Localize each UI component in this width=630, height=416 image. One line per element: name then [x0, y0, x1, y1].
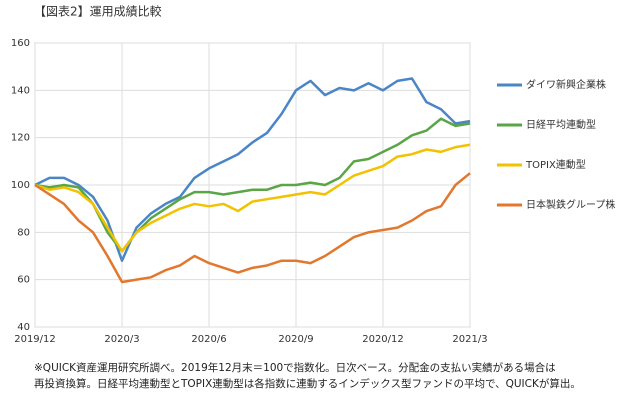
- y-tick-label: 140: [11, 85, 30, 96]
- legend-label: 日本製鉄グループ株: [526, 198, 615, 211]
- legend-label: TOPIX連動型: [525, 158, 586, 171]
- series-line: [34, 143, 471, 253]
- y-tick-label: 40: [17, 322, 30, 333]
- y-tick-label: 80: [17, 227, 30, 238]
- y-tick-label: 120: [11, 133, 30, 144]
- x-tick-label: 2021/3: [452, 334, 487, 345]
- x-tick-label: 2020/12: [362, 334, 404, 345]
- series-line: [34, 77, 471, 262]
- x-tick-label: 2020/3: [104, 334, 139, 345]
- chart-title: 【図表2】運用成績比較: [34, 4, 162, 19]
- legend-label: 日経平均連動型: [526, 118, 596, 131]
- note: 再投資換算。日経平均連動型とTOPIX連動型は各指数に連動するインデックス型ファ…: [34, 377, 581, 390]
- legend-label: ダイワ新興企業株: [526, 78, 606, 91]
- note: ※QUICK資産運用研究所調べ。2019年12月末＝100で指数化。日次ベース。…: [34, 361, 556, 374]
- x-tick-label: 2019/12: [14, 334, 56, 345]
- series-line: [34, 172, 471, 284]
- x-tick-label: 2020/9: [278, 334, 313, 345]
- series-line: [34, 117, 471, 253]
- y-tick-label: 160: [11, 38, 30, 49]
- y-tick-label: 60: [17, 275, 30, 286]
- y-tick-label: 100: [11, 180, 30, 191]
- x-tick-label: 2020/6: [191, 334, 226, 345]
